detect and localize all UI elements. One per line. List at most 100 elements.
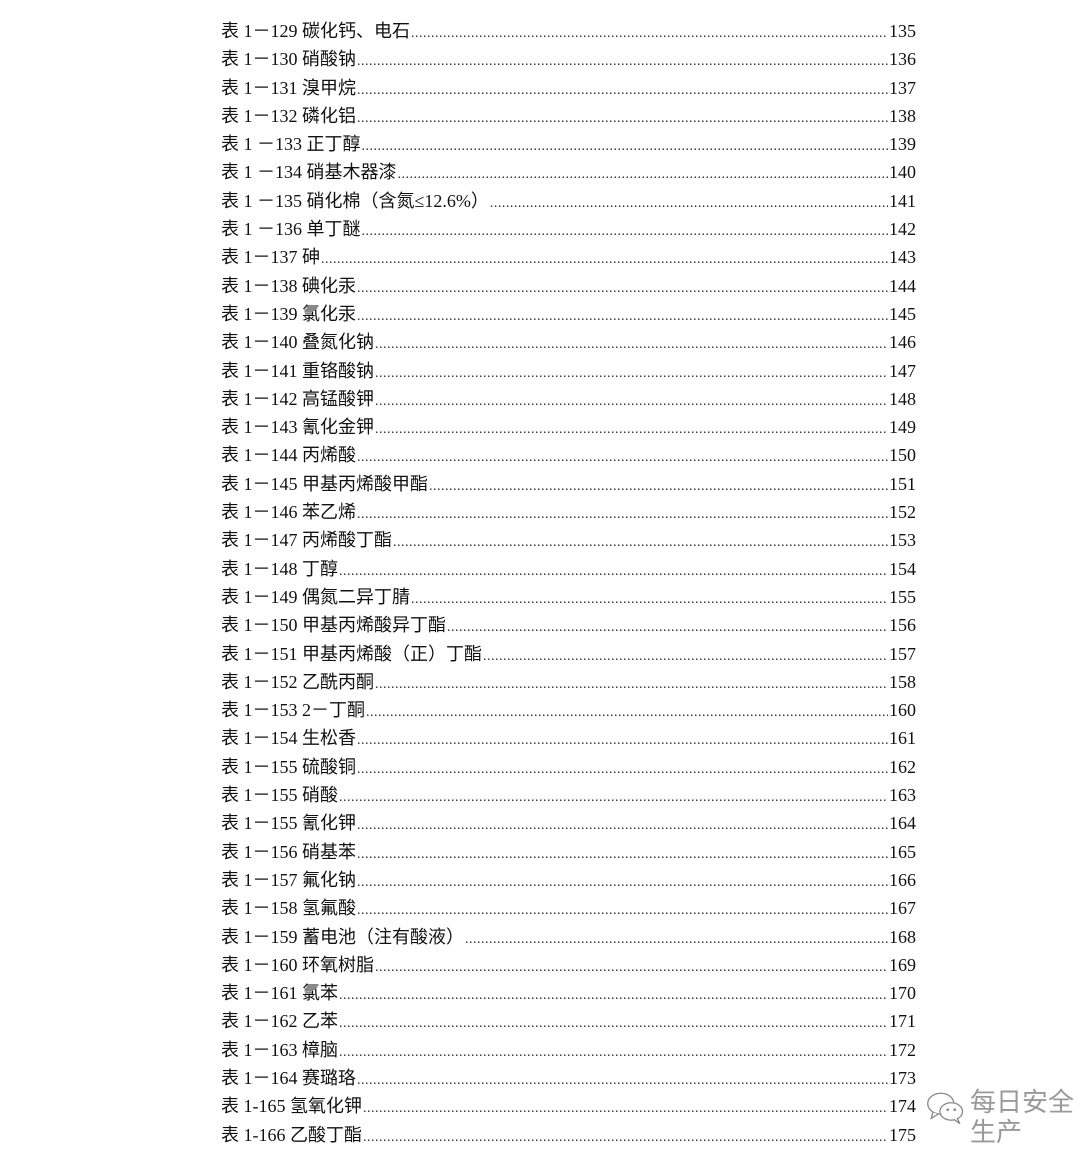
entry-title: 表 1－157 氟化钠 <box>221 869 356 890</box>
toc-entry[interactable]: 表 1－141 重铬酸钠 147 <box>221 357 916 385</box>
entry-title: 表 1－146 苯乙烯 <box>221 502 356 523</box>
entry-title: 表 1－142 高锰酸钾 <box>221 388 374 409</box>
entry-title: 表 1－160 环氧树脂 <box>221 954 374 975</box>
toc-entry[interactable]: 表 1－147 丙烯酸丁酯 153 <box>221 526 916 554</box>
entry-title: 表 1－149 偶氮二异丁腈 <box>221 586 410 607</box>
entry-title: 表 1－164 赛璐珞 <box>221 1067 356 1088</box>
toc-entry[interactable]: 表 1－153 2－丁酮 160 <box>221 696 916 724</box>
page-number: 155 <box>889 586 916 607</box>
table-of-contents: 表 1－129 碳化钙、电石 135 表 1－130 硝酸钠 136 表 1－131 溴… <box>221 17 916 1149</box>
entry-title: 表 1－151 甲基丙烯酸（正）丁酯 <box>221 643 482 664</box>
dot-leader <box>357 105 888 133</box>
toc-entry[interactable]: 表 1－154 生松香 161 <box>221 724 916 752</box>
toc-entry[interactable]: 表 1－140 叠氮化钠 146 <box>221 328 916 356</box>
toc-entry[interactable]: 表 1－146 苯乙烯 152 <box>221 498 916 526</box>
page-number: 162 <box>889 756 916 777</box>
entry-title: 表 1－129 碳化钙、电石 <box>221 21 410 41</box>
page-number: 138 <box>889 105 916 126</box>
toc-entry[interactable]: 表 1－162 乙苯 171 <box>221 1007 916 1035</box>
entry-title: 表 1－153 2－丁酮 <box>221 700 365 721</box>
page-number: 157 <box>889 643 916 664</box>
toc-entry[interactable]: 表 1－130 硝酸钠 136 <box>221 45 916 73</box>
toc-entry[interactable]: 表 1－145 甲基丙烯酸甲酯 151 <box>221 470 916 498</box>
dot-leader <box>357 501 888 529</box>
dot-leader <box>375 388 888 416</box>
entry-title: 表 1 －134 硝基木器漆 <box>221 162 397 183</box>
entry-title: 表 1－155 硫酸铜 <box>221 756 356 777</box>
dot-leader <box>375 331 888 359</box>
entry-title: 表 1 －133 正丁醇 <box>221 134 361 155</box>
dot-leader <box>362 133 889 161</box>
toc-entry[interactable]: 表 1－137 砷 143 <box>221 243 916 271</box>
dot-leader <box>357 841 888 869</box>
toc-entry[interactable]: 表 1－155 硝酸 163 <box>221 781 916 809</box>
entry-title: 表 1－156 硝基苯 <box>221 841 356 862</box>
dot-leader <box>411 20 888 48</box>
entry-title: 表 1－155 氰化钾 <box>221 813 356 834</box>
entry-title: 表 1－155 硝酸 <box>221 785 338 806</box>
toc-entry[interactable]: 表 1－138 碘化汞 144 <box>221 272 916 300</box>
dot-leader <box>357 869 888 897</box>
toc-entry[interactable]: 表 1－143 氰化金钾 149 <box>221 413 916 441</box>
toc-entry[interactable]: 表 1 －134 硝基木器漆 140 <box>221 158 916 186</box>
dot-leader <box>357 48 888 76</box>
toc-entry[interactable]: 表 1－150 甲基丙烯酸异丁酯 156 <box>221 611 916 639</box>
dot-leader <box>375 671 888 699</box>
page-number: 171 <box>889 1011 916 1032</box>
toc-entry[interactable]: 表 1－155 氰化钾 164 <box>221 809 916 837</box>
toc-entry[interactable]: 表 1－148 丁醇 154 <box>221 555 916 583</box>
page-number: 136 <box>889 49 916 70</box>
toc-entry[interactable]: 表 1－156 硝基苯 165 <box>221 838 916 866</box>
toc-entry[interactable]: 表 1－131 溴甲烷 137 <box>221 74 916 102</box>
page-number: 153 <box>889 530 916 551</box>
dot-leader <box>357 897 888 925</box>
page-number: 150 <box>889 445 916 466</box>
page-number: 156 <box>889 615 916 636</box>
page-number: 174 <box>889 1096 916 1117</box>
toc-entry[interactable]: 表 1－158 氢氟酸 167 <box>221 894 916 922</box>
page-number: 146 <box>889 332 916 353</box>
toc-entry[interactable]: 表 1 －133 正丁醇 139 <box>221 130 916 158</box>
dot-leader <box>375 360 888 388</box>
entry-title: 表 1－131 溴甲烷 <box>221 77 356 98</box>
toc-entry[interactable]: 表 1 －135 硝化棉（含氮≤12.6%） 141 <box>221 187 916 215</box>
toc-entry[interactable]: 表 1－149 偶氮二异丁腈 155 <box>221 583 916 611</box>
dot-leader <box>411 586 888 614</box>
page-number: 144 <box>889 275 916 296</box>
toc-entry[interactable]: 表 1-166 乙酸丁酯 175 <box>221 1121 916 1149</box>
toc-entry[interactable]: 表 1－142 高锰酸钾 148 <box>221 385 916 413</box>
dot-leader <box>357 444 888 472</box>
toc-entry[interactable]: 表 1－129 碳化钙、电石 135 <box>221 17 916 45</box>
dot-leader <box>357 275 888 303</box>
toc-entry[interactable]: 表 1－139 氯化汞 145 <box>221 300 916 328</box>
toc-entry[interactable]: 表 1－151 甲基丙烯酸（正）丁酯 157 <box>221 640 916 668</box>
page-number: 151 <box>889 473 916 494</box>
page-number: 152 <box>889 502 916 523</box>
toc-entry[interactable]: 表 1－163 樟脑 172 <box>221 1036 916 1064</box>
toc-entry[interactable]: 表 1－159 蓄电池（注有酸液） 168 <box>221 923 916 951</box>
toc-entry[interactable]: 表 1－157 氟化钠 166 <box>221 866 916 894</box>
toc-entry[interactable]: 表 1 －136 单丁醚 142 <box>221 215 916 243</box>
page-number: 158 <box>889 671 916 692</box>
toc-entry[interactable]: 表 1－132 磷化铝 138 <box>221 102 916 130</box>
dot-leader <box>362 218 889 246</box>
page-number: 147 <box>889 360 916 381</box>
dot-leader <box>339 1039 888 1067</box>
toc-entry[interactable]: 表 1－164 赛璐珞 173 <box>221 1064 916 1092</box>
toc-entry[interactable]: 表 1－144 丙烯酸 150 <box>221 441 916 469</box>
entry-title: 表 1 －136 单丁醚 <box>221 219 361 240</box>
page-number: 170 <box>889 983 916 1004</box>
toc-entry[interactable]: 表 1－152 乙酰丙酮 158 <box>221 668 916 696</box>
toc-entry[interactable]: 表 1-165 氢氧化钾 174 <box>221 1092 916 1120</box>
dot-leader <box>363 1124 888 1152</box>
page-number: 166 <box>889 869 916 890</box>
entry-title: 表 1-165 氢氧化钾 <box>221 1096 362 1117</box>
toc-entry[interactable]: 表 1－160 环氧树脂 169 <box>221 951 916 979</box>
toc-entry[interactable]: 表 1－155 硫酸铜 162 <box>221 753 916 781</box>
dot-leader <box>339 558 888 586</box>
entry-title: 表 1－158 氢氟酸 <box>221 898 356 919</box>
entry-title: 表 1－143 氰化金钾 <box>221 417 374 438</box>
dot-leader <box>357 756 888 784</box>
toc-entry[interactable]: 表 1－161 氯苯 170 <box>221 979 916 1007</box>
entry-title: 表 1－152 乙酰丙酮 <box>221 671 374 692</box>
